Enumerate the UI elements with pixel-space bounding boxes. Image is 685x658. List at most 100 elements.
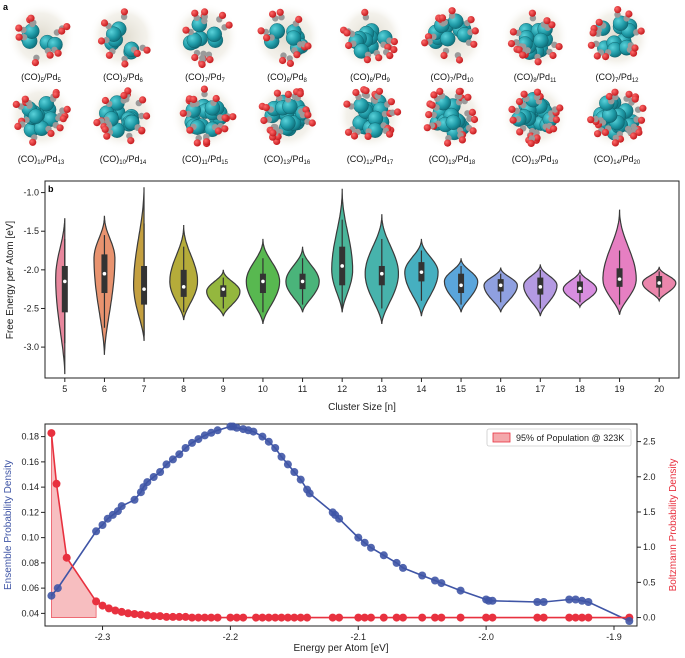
boltzmann-point (226, 613, 235, 622)
ensemble-point (283, 460, 292, 469)
o-atom (543, 17, 551, 25)
ensemble-point (117, 502, 126, 511)
violin-median (63, 279, 67, 284)
cluster-image (253, 82, 321, 150)
o-atom (635, 128, 643, 136)
right-tick-label: 1.0 (643, 542, 656, 552)
o-atom (587, 41, 596, 49)
c-atom (201, 13, 208, 21)
violin-iqr-box (61, 265, 68, 313)
boltzmann-point (290, 613, 299, 622)
violin-median (261, 279, 265, 284)
c-atom (614, 11, 621, 18)
ensemble-point (258, 432, 267, 441)
ensemble-point (533, 598, 542, 606)
ensemble-point (47, 591, 56, 600)
boltzmann-point (482, 613, 491, 622)
o-atom (47, 129, 55, 137)
cluster-image (336, 82, 404, 150)
o-atom (198, 60, 206, 69)
o-atom (29, 138, 37, 146)
left-tick-label: 0.08 (21, 558, 39, 568)
left-tick-label: 0.06 (21, 583, 39, 593)
cluster-image (89, 3, 157, 71)
x-tick-label: -2.1 (351, 632, 367, 642)
ensemble-line (50, 425, 630, 622)
cluster-image (501, 3, 569, 71)
o-atom (533, 134, 541, 142)
boltzmann-point (92, 597, 101, 606)
o-atom (630, 132, 638, 140)
o-atom (534, 58, 542, 66)
boltzmann-point (271, 613, 280, 622)
boltzmann-point (111, 606, 120, 615)
cluster-image (171, 3, 239, 71)
o-atom (101, 125, 109, 133)
o-atom (362, 87, 370, 95)
o-atom (552, 116, 561, 124)
boltzmann-point (418, 613, 427, 622)
violin-median (459, 283, 463, 288)
violin-iqr-box (220, 285, 227, 297)
x-tick-label: -2.2 (223, 632, 239, 642)
o-atom (221, 125, 229, 133)
o-atom (54, 49, 62, 57)
x-tick-label: 11 (298, 384, 307, 394)
boltzmann-point (168, 612, 177, 621)
o-atom (262, 104, 270, 112)
o-atom (436, 87, 444, 95)
violin-iqr-box (141, 265, 148, 305)
o-atom (201, 8, 209, 16)
o-atom (515, 46, 524, 54)
y-tick-label: -1.5 (23, 226, 39, 236)
boltzmann-point (571, 613, 580, 622)
o-atom (212, 94, 220, 103)
o-atom (15, 33, 23, 41)
c-atom (268, 34, 275, 41)
ensemble-point (437, 579, 446, 588)
violin-iqr-box (180, 269, 187, 297)
boltzmann-point (104, 604, 113, 613)
ensemble-point (431, 576, 439, 585)
pd-atom (105, 26, 122, 42)
o-atom (440, 51, 448, 60)
o-atom (63, 105, 71, 113)
violin-median (102, 271, 107, 276)
o-atom (295, 15, 303, 23)
o-atom (458, 136, 466, 144)
o-atom (229, 113, 237, 121)
o-atom (221, 114, 229, 122)
o-atom (120, 91, 128, 100)
boltzmann-line (50, 433, 630, 619)
o-atom (364, 132, 372, 140)
o-atom (469, 127, 477, 135)
boltzmann-point (584, 613, 593, 622)
violin-median (380, 271, 384, 276)
o-atom (470, 40, 478, 48)
o-atom (350, 132, 359, 140)
o-atom (424, 33, 433, 41)
o-atom (308, 119, 316, 127)
ensemble-point (335, 514, 344, 523)
boltzmann-point (360, 613, 369, 622)
c-atom (121, 55, 128, 63)
ensemble-point (130, 495, 139, 504)
o-atom (179, 109, 187, 117)
o-atom (286, 59, 294, 67)
o-atom (375, 54, 383, 62)
o-atom (343, 29, 351, 37)
x-tick-label: 19 (615, 384, 625, 394)
o-atom (191, 53, 199, 62)
o-atom (556, 104, 564, 112)
o-atom (363, 56, 371, 64)
o-atom (519, 51, 527, 59)
boltzmann-point (399, 613, 407, 622)
ensemble-point (53, 584, 62, 593)
c-atom (299, 111, 307, 119)
panel-a-letter: a (3, 2, 9, 12)
o-atom (464, 93, 472, 101)
o-atom (101, 96, 109, 105)
boltzmann-point (296, 613, 305, 622)
ensemble-point (194, 435, 203, 444)
o-atom (190, 95, 198, 103)
